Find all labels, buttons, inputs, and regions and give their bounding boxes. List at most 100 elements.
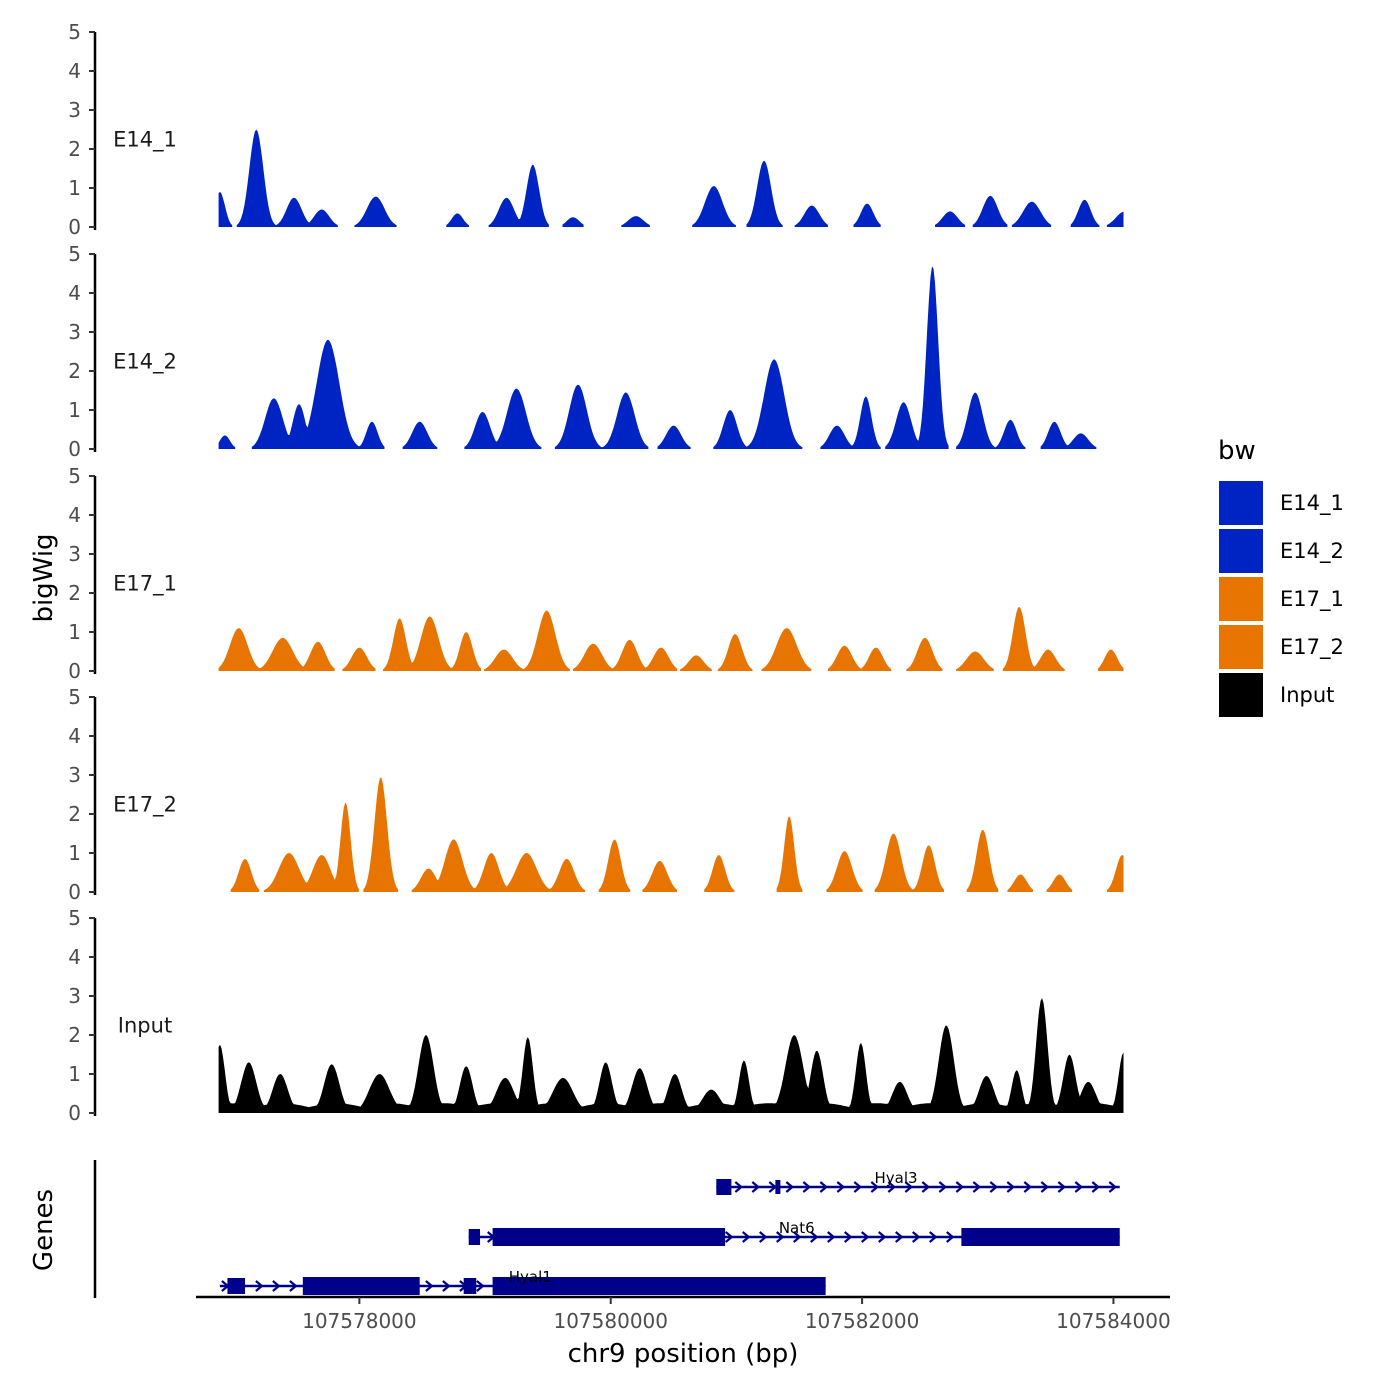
legend-items: E14_1 E14_2 E17_1 E17_2 Input — [1217, 479, 1344, 719]
coverage-area — [464, 388, 542, 449]
legend-title: bw — [1218, 436, 1256, 466]
strand-chevron — [946, 1231, 955, 1243]
y-tick-label: 1 — [68, 176, 81, 200]
track-label: E17_1 — [113, 571, 177, 596]
coverage-area — [554, 384, 649, 449]
strand-chevron — [819, 1181, 829, 1193]
y-tick-label: 0 — [68, 880, 81, 904]
coverage-area — [1097, 649, 1124, 671]
coverage-area — [383, 616, 481, 671]
gene-label: Nat6 — [779, 1219, 815, 1237]
coverage-area — [573, 640, 678, 671]
coverage-area — [704, 855, 735, 892]
strand-chevron — [972, 1181, 982, 1193]
gene-track: Hyal3 Nat6 Hyal1 — [93, 1160, 1120, 1298]
coverage-area — [713, 359, 803, 449]
coverage-area — [966, 829, 999, 892]
strand-chevron — [887, 1181, 897, 1193]
y-tick-label: 1 — [68, 398, 81, 422]
coverage-area — [853, 203, 881, 227]
strand-chevron — [742, 1231, 751, 1243]
coverage-area — [218, 628, 335, 671]
strand-chevron — [895, 1231, 904, 1243]
strand-chevron — [272, 1280, 281, 1292]
strand-chevron — [734, 1181, 744, 1193]
y-tick-label: 2 — [68, 137, 81, 161]
strand-chevron — [912, 1231, 921, 1243]
coverage-area — [1011, 201, 1052, 227]
coverage-area — [761, 628, 812, 671]
strand-chevron — [989, 1181, 999, 1193]
y-tick-label: 2 — [68, 1023, 81, 1047]
track-label: Input — [118, 1013, 172, 1037]
legend-label: E14_2 — [1280, 539, 1344, 564]
y-tick-label: 1 — [68, 620, 81, 644]
strand-chevron — [870, 1181, 880, 1193]
y-tick-label: 2 — [68, 581, 81, 605]
y-tick-label: 4 — [68, 724, 81, 748]
legend-label: Input — [1280, 683, 1334, 707]
y-tick-label: 4 — [68, 281, 81, 305]
gene-exon — [716, 1179, 732, 1195]
y-tick-label: 0 — [68, 437, 81, 461]
strand-chevron — [853, 1181, 863, 1193]
coverage-area — [363, 777, 399, 892]
y-tick-label: 0 — [68, 659, 81, 683]
strand-chevron — [929, 1231, 938, 1243]
legend-swatch — [1217, 575, 1265, 623]
y-tick-label: 4 — [68, 503, 81, 527]
strand-chevron — [938, 1181, 948, 1193]
legend-label: E17_2 — [1280, 635, 1344, 660]
coverage-area — [236, 129, 338, 227]
coverage-area — [776, 816, 803, 892]
track-E14_1: 0 1 2 3 4 5 E14_1 — [68, 20, 1124, 239]
coverage-area — [794, 205, 828, 227]
y-tick-label: 1 — [68, 1062, 81, 1086]
coverage-area — [263, 802, 359, 892]
coverage-tracks: 0 1 2 3 4 5 E14_1 0 1 2 3 4 5 E14_2 0 1 2 3 4 5 E17_1 0 1 2 3 4 5 E… — [68, 20, 1124, 1125]
y-tick-label: 3 — [68, 542, 81, 566]
strand-chevron — [255, 1280, 264, 1292]
strand-chevron — [955, 1181, 965, 1193]
x-tick-label: 107582000 — [805, 1309, 920, 1333]
coverage-area — [826, 851, 863, 892]
coverage-area — [251, 340, 385, 449]
coverage-area — [342, 647, 376, 671]
coverage-area — [354, 196, 397, 227]
coverage-area — [446, 213, 469, 227]
gene-exon — [302, 1277, 420, 1295]
strand-chevron — [878, 1231, 887, 1243]
coverage-area — [746, 160, 783, 227]
strand-chevron — [1091, 1181, 1101, 1193]
strand-chevron — [921, 1181, 931, 1193]
y-tick-label: 5 — [68, 906, 81, 930]
coverage-area — [1046, 874, 1073, 892]
legend-swatch — [1217, 479, 1265, 527]
strand-chevron — [776, 1231, 785, 1243]
legend: bw E14_1 E14_2 E17_1 E17_2 Input — [1217, 436, 1344, 719]
gene-label: Hyal3 — [874, 1169, 917, 1187]
track-label: E14_2 — [113, 349, 177, 374]
strand-chevron — [785, 1181, 795, 1193]
legend-item-E14_1: E14_1 — [1217, 479, 1344, 527]
gene-exon — [227, 1278, 246, 1294]
coverage-area — [1106, 855, 1124, 892]
coverage-area — [218, 191, 233, 227]
coverage-area — [1002, 606, 1065, 671]
coverage-area — [642, 861, 678, 892]
legend-item-E17_2: E17_2 — [1217, 623, 1344, 671]
x-tick-label: 107584000 — [1056, 1309, 1171, 1333]
coverage-area — [717, 634, 753, 671]
y-tick-label: 3 — [68, 984, 81, 1008]
gene-Hyal1: Hyal1 — [219, 1268, 826, 1295]
gene-exon — [492, 1277, 826, 1295]
coverage-area — [692, 186, 736, 227]
track-E17_2: 0 1 2 3 4 5 E17_2 — [68, 685, 1124, 904]
coverage-area — [820, 396, 881, 449]
coverage-area — [484, 610, 570, 671]
coverage-area — [1007, 874, 1033, 892]
coverage-area — [956, 651, 994, 671]
y-tick-label: 4 — [68, 945, 81, 969]
x-tick-label: 107578000 — [302, 1309, 417, 1333]
